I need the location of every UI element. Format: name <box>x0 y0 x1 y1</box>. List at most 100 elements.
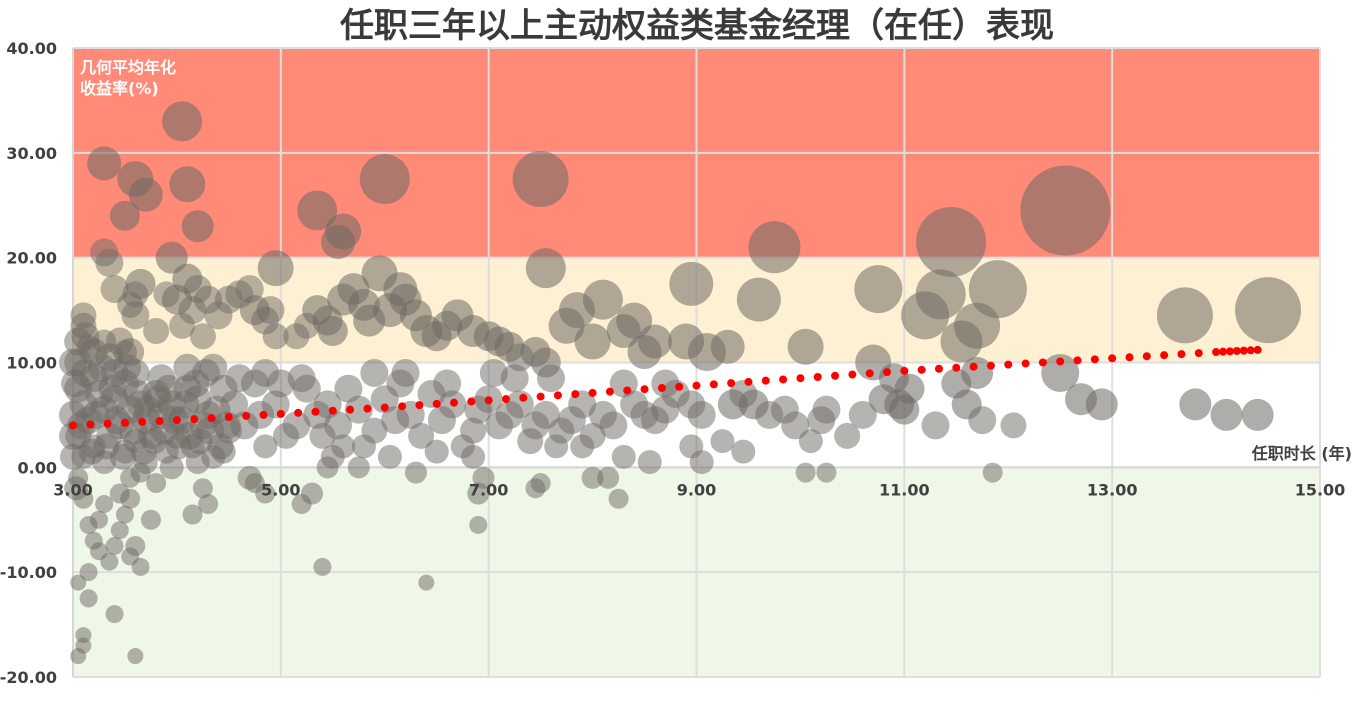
bubble-143 <box>544 434 569 459</box>
bubble-114 <box>834 422 861 449</box>
trend-dot-21 <box>432 399 441 408</box>
bubble-161 <box>370 385 399 414</box>
y-tick-label-2: 20.00 <box>6 249 57 268</box>
bubble-246 <box>581 466 604 489</box>
bubble-223 <box>225 364 254 393</box>
bubble-269 <box>70 574 87 591</box>
bubble-253 <box>689 450 714 475</box>
trend-dot-59 <box>1090 355 1099 364</box>
trend-dot-2 <box>103 419 112 428</box>
bubble-119 <box>795 462 816 483</box>
bubble-240 <box>472 466 495 489</box>
trend-dot-7 <box>190 415 199 424</box>
trend-dot-0 <box>69 421 77 430</box>
x-tick-labels: 3.00 5.00 7.00 9.00 11.00 13.00 15.00 <box>53 480 1345 499</box>
trend-dot-40 <box>761 376 770 385</box>
x-tick-label-2: 7.00 <box>469 480 508 499</box>
y-axis-label-line2: 收益率(%) <box>80 79 159 98</box>
bubble-76 <box>787 328 824 365</box>
trend-dot-67 <box>1219 347 1228 356</box>
bubble-242 <box>500 364 529 393</box>
bubble-237 <box>433 369 462 398</box>
bubble-99 <box>1210 398 1243 431</box>
y-tick-label-1: 30.00 <box>6 144 57 163</box>
bubble-157 <box>408 422 435 449</box>
bubble-248 <box>608 488 629 509</box>
bubble-87 <box>1235 277 1302 344</box>
trend-dot-47 <box>883 368 892 377</box>
trend-dot-9 <box>224 413 233 422</box>
bubble-258 <box>192 478 213 499</box>
trend-dot-14 <box>311 407 320 416</box>
trend-dot-50 <box>934 364 943 373</box>
trend-dot-68 <box>1225 347 1234 356</box>
bubble-86 <box>1156 287 1213 344</box>
trend-dot-62 <box>1142 352 1151 361</box>
bubble-274 <box>79 589 98 608</box>
bubble-235 <box>404 461 427 484</box>
bubble-146 <box>517 428 544 455</box>
bubble-233 <box>377 444 402 469</box>
bubble-8 <box>95 248 124 277</box>
trend-dot-33 <box>640 385 649 394</box>
bubble-287 <box>105 536 124 555</box>
bubble-169 <box>309 422 336 449</box>
bubble-19 <box>143 318 170 345</box>
bubble-104 <box>968 406 997 435</box>
bubble-173 <box>273 422 300 449</box>
bubble-134 <box>620 390 649 419</box>
bubble-65 <box>582 279 623 320</box>
bubble-236 <box>424 439 449 464</box>
bubble-78 <box>854 265 903 314</box>
bubble-21 <box>155 241 188 274</box>
trend-dot-22 <box>450 398 459 407</box>
trend-dot-16 <box>346 405 355 414</box>
bubble-282 <box>146 473 167 494</box>
bubble-324 <box>207 433 234 460</box>
bubble-97 <box>1085 388 1118 421</box>
y-axis-label-line1: 几何平均年化 <box>80 58 176 77</box>
bubble-1 <box>87 146 122 181</box>
bubble-247 <box>597 466 620 489</box>
bubble-286 <box>89 542 108 561</box>
trend-dot-28 <box>553 391 562 400</box>
trend-dot-42 <box>796 374 805 383</box>
trend-dot-48 <box>900 366 909 375</box>
trend-dot-71 <box>1246 346 1255 355</box>
bubble-41 <box>317 316 348 347</box>
trend-dot-38 <box>727 379 736 388</box>
trend-dot-24 <box>484 396 493 405</box>
bubble-238 <box>461 444 486 469</box>
bubble-149 <box>485 411 514 440</box>
x-tick-label-6: 15.00 <box>1295 480 1346 499</box>
bubble-35 <box>256 296 285 325</box>
bubble-254 <box>291 494 312 515</box>
bubble-105 <box>982 462 1003 483</box>
trend-dot-55 <box>1021 359 1030 368</box>
trend-dot-20 <box>415 401 424 410</box>
bubble-90 <box>297 190 338 231</box>
bubble-36 <box>262 323 289 350</box>
y-tick-label-0: 40.00 <box>6 39 57 58</box>
bubble-326 <box>59 348 87 377</box>
y-tick-labels: 40.00 30.00 20.00 10.00 0.00 -10.00 -20.00 <box>0 39 57 687</box>
trend-dot-23 <box>467 397 476 406</box>
bubble-255 <box>313 557 332 576</box>
bubble-278 <box>110 521 129 540</box>
trend-dot-64 <box>1177 350 1186 359</box>
trend-dot-60 <box>1108 354 1117 363</box>
bubble-272 <box>70 648 87 665</box>
trend-dot-66 <box>1212 348 1221 357</box>
trend-dot-35 <box>675 382 684 391</box>
bubble-126 <box>710 429 735 454</box>
trend-dot-25 <box>501 395 510 404</box>
trend-dot-18 <box>380 403 389 412</box>
trend-dot-3 <box>120 418 129 427</box>
bubble-305 <box>109 443 136 470</box>
trend-dot-69 <box>1232 346 1241 355</box>
x-tick-label-5: 13.00 <box>1087 480 1138 499</box>
bubble-251 <box>651 369 680 398</box>
x-tick-label-1: 5.00 <box>261 480 300 499</box>
bubble-281 <box>130 462 151 483</box>
x-tick-label-0: 3.00 <box>53 480 92 499</box>
